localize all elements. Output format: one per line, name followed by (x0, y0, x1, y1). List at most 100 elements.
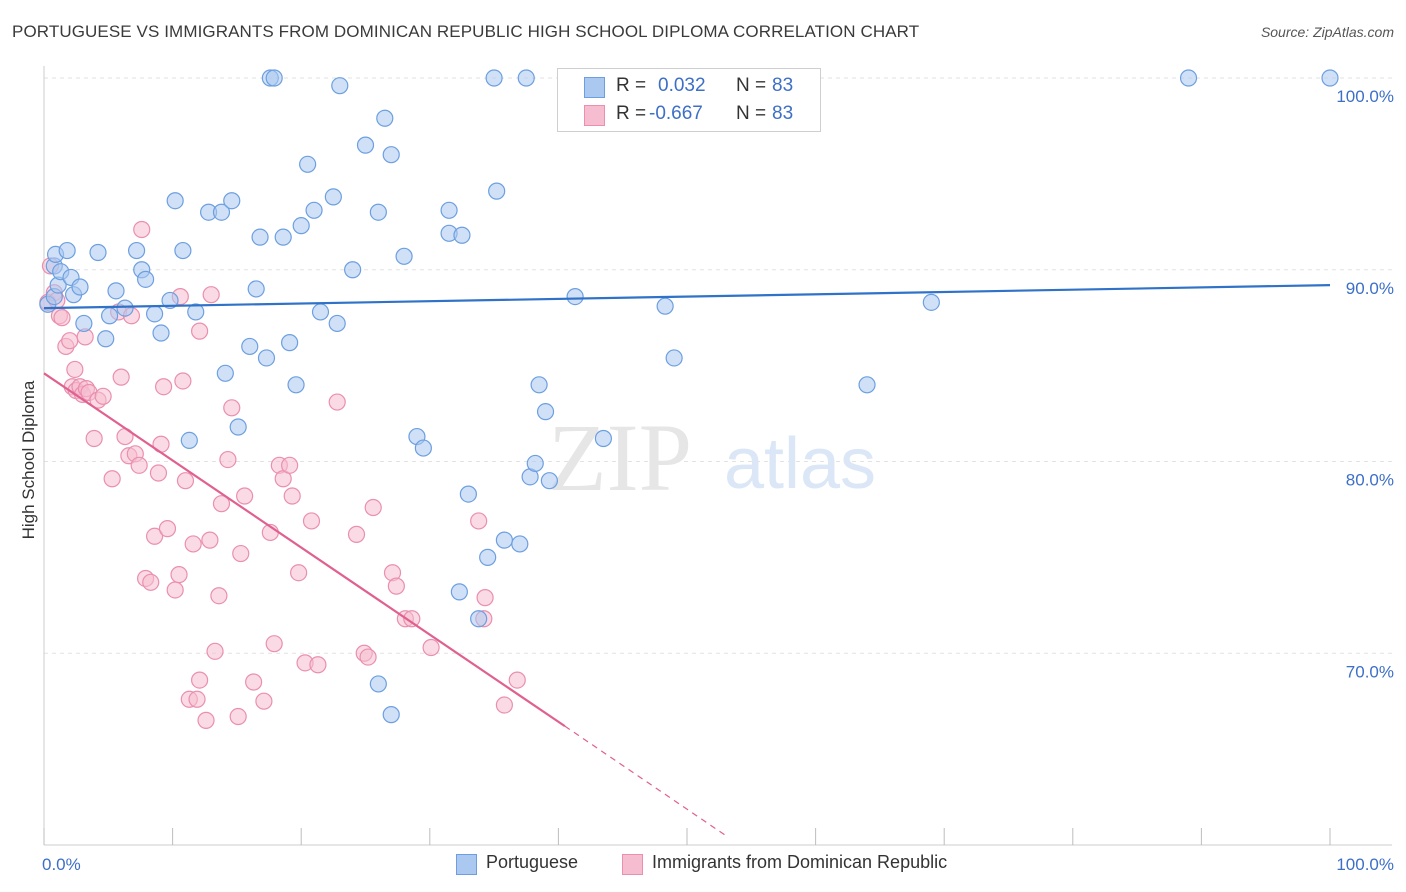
data-point-dominican (130, 456, 148, 474)
data-point-portuguese (274, 228, 292, 246)
data-point-portuguese (328, 314, 346, 333)
data-point-portuguese (517, 69, 535, 87)
data-point-dominican (347, 525, 366, 543)
data-point-portuguese (145, 305, 164, 323)
data-point-portuguese (665, 349, 683, 367)
legend-n-label: N = (736, 75, 767, 96)
data-point-portuguese (453, 226, 471, 244)
legend-swatch-pink (584, 105, 605, 126)
series-name: Portuguese (486, 852, 579, 872)
data-point-portuguese (97, 330, 115, 348)
legend-swatch-blue (456, 854, 477, 875)
data-point-dominican (133, 220, 151, 239)
data-point-portuguese (526, 454, 544, 473)
data-point-portuguese (257, 349, 276, 367)
trend-line-dominican (43, 372, 566, 728)
legend-r-value: -0.667 (649, 103, 703, 124)
watermark-atlas: atlas (724, 424, 876, 504)
data-point-portuguese (450, 583, 468, 601)
data-point-portuguese (566, 287, 584, 306)
data-point-dominican (94, 387, 112, 405)
data-point-portuguese (265, 69, 283, 87)
x-tick-label: 100.0% (1336, 855, 1394, 874)
data-point-portuguese (536, 403, 555, 421)
data-point-portuguese (187, 303, 205, 321)
data-point-dominican (166, 581, 184, 599)
data-point-portuguese (414, 439, 432, 457)
data-point-dominican (422, 638, 440, 657)
data-point-dominican (158, 520, 177, 538)
data-point-dominican (302, 512, 321, 530)
data-point-portuguese (382, 706, 400, 724)
data-point-dominican (202, 286, 220, 304)
data-point-dominican (206, 642, 224, 660)
gridlines (44, 77, 1392, 654)
data-point-portuguese (247, 280, 265, 298)
data-point-dominican (145, 527, 164, 545)
data-point-portuguese (180, 431, 198, 450)
legend-r-label: R = (616, 75, 647, 96)
data-point-portuguese (223, 192, 241, 210)
data-point-dominican (359, 648, 377, 666)
correlation-legend: R = 0.032 N = 83 R = -0.667 N = 83 (557, 68, 821, 132)
data-point-dominican (470, 512, 488, 530)
data-point-portuguese (287, 376, 305, 394)
data-point-dominican (85, 429, 103, 448)
x-tick-labels: 0.0% 100.0% (42, 855, 1394, 874)
data-point-portuguese (299, 155, 317, 173)
data-point-portuguese (479, 548, 497, 566)
data-point-portuguese (488, 182, 506, 200)
data-point-portuguese (58, 241, 76, 260)
data-point-dominican (283, 487, 301, 505)
axes (43, 66, 1392, 846)
y-tick-label: 80.0% (1346, 471, 1394, 490)
chart-source: Source: ZipAtlas.com (1260, 24, 1394, 40)
data-point-dominican (149, 464, 168, 482)
data-point-portuguese (395, 247, 413, 265)
data-point-portuguese (100, 307, 119, 325)
data-point-dominican (387, 577, 405, 595)
data-point-portuguese (656, 297, 674, 315)
data-point-dominican (229, 707, 247, 726)
watermark: ZIP atlas (548, 404, 876, 511)
data-point-portuguese (440, 201, 458, 219)
legend-swatch-blue (584, 77, 605, 98)
y-tick-label: 70.0% (1346, 662, 1394, 681)
data-point-dominican (236, 487, 254, 505)
data-point-dominican (176, 472, 195, 490)
data-point-portuguese (344, 261, 362, 279)
data-point-dominican (212, 495, 231, 513)
data-point-dominican (403, 610, 421, 628)
legend-row-portuguese: R = 0.032 N = 83 (558, 71, 820, 99)
data-point-dominican (219, 450, 237, 469)
data-point-portuguese (152, 324, 170, 342)
data-point-dominican (53, 309, 71, 327)
data-point-portuguese (229, 418, 247, 436)
series-name: Immigrants from Dominican Republic (652, 852, 948, 872)
data-point-dominican (281, 456, 299, 474)
data-point-portuguese (594, 429, 613, 448)
data-point-dominican (174, 372, 192, 390)
data-point-portuguese (241, 337, 259, 356)
data-point-dominican (103, 470, 121, 488)
legend-r-value: 0.032 (658, 75, 706, 96)
y-axis-label: High School Diploma (19, 380, 38, 539)
data-point-dominican (476, 589, 494, 607)
data-point-dominican (197, 711, 215, 729)
data-point-portuguese (212, 203, 231, 221)
series-portuguese-points (39, 69, 1339, 724)
data-point-portuguese (311, 303, 330, 321)
data-point-portuguese (858, 376, 876, 394)
data-point-portuguese (89, 243, 107, 262)
data-point-dominican (309, 656, 327, 674)
legend-row-dominican: R = -0.667 N = 83 (558, 99, 820, 127)
data-point-portuguese (251, 228, 269, 246)
data-point-portuguese (922, 293, 940, 311)
data-point-dominican (328, 393, 346, 411)
data-point-portuguese (136, 270, 155, 288)
data-point-portuguese (470, 610, 488, 628)
data-point-dominican (265, 635, 283, 653)
trend-line-portuguese (43, 283, 1331, 310)
data-point-dominican (142, 573, 160, 591)
